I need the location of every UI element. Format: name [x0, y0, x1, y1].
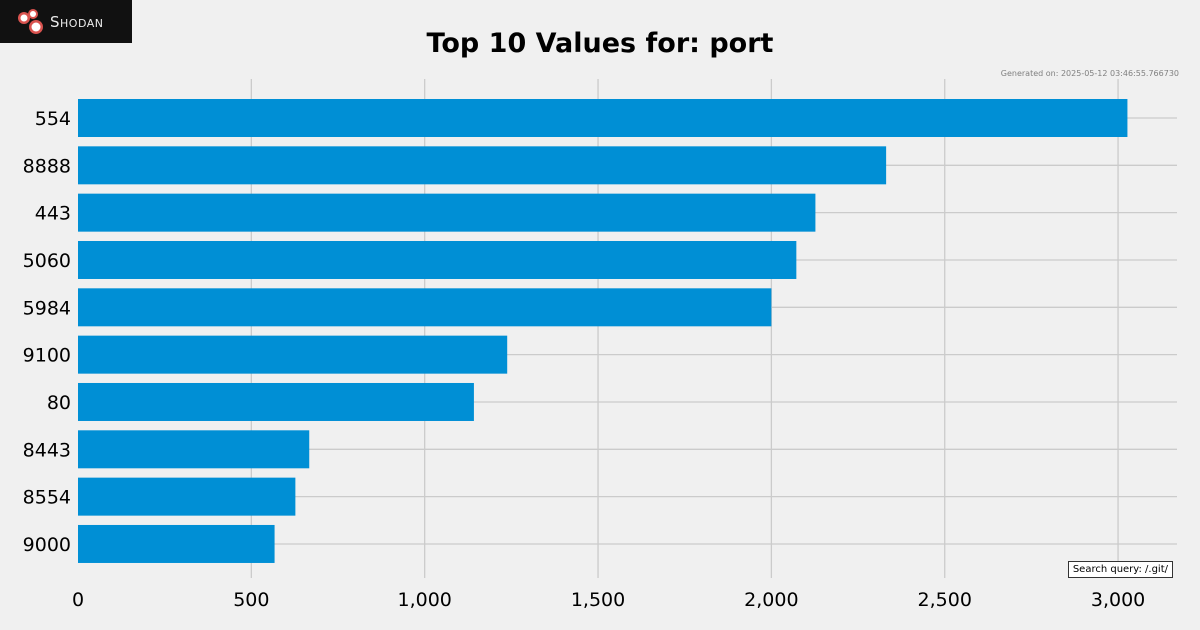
category-label-8554: 8554	[23, 487, 71, 509]
generated-timestamp: Generated on: 2025-05-12 03:46:55.766730	[1000, 69, 1179, 78]
bar-8443	[78, 430, 310, 469]
x-tick-label: 1,000	[397, 589, 451, 611]
category-labels: 554 8888 443 5060 5984 9100 80 8443 8554 9000	[23, 108, 71, 556]
search-query-box: Search query: /.git/	[1067, 561, 1173, 578]
bar-5984	[78, 288, 772, 327]
x-tick-label: 3,000	[1091, 589, 1145, 611]
category-label-9100: 9100	[23, 345, 71, 367]
chart-title: Top 10 Values for: port	[426, 28, 774, 59]
category-label-5060: 5060	[23, 250, 71, 272]
bar-5060	[78, 240, 797, 279]
x-tick-label: 2,000	[744, 589, 798, 611]
x-tick-label: 1,500	[571, 589, 625, 611]
x-tick-label: 2,500	[918, 589, 972, 611]
category-label-80: 80	[47, 392, 71, 414]
category-label-8888: 8888	[23, 155, 71, 177]
category-label-8443: 8443	[23, 439, 71, 461]
bar-554	[78, 99, 1128, 137]
category-label-443: 443	[35, 203, 71, 225]
category-label-5984: 5984	[23, 297, 71, 319]
shodan-logo[interactable]: Shodan	[0, 0, 132, 43]
shodan-logo-icon	[18, 8, 43, 34]
logo-text: Shodan	[50, 12, 104, 31]
bar-80	[78, 382, 474, 421]
category-label-9000: 9000	[23, 534, 71, 556]
x-tick-label: 0	[72, 589, 84, 611]
bar-8554	[78, 477, 296, 516]
bars	[78, 99, 1128, 563]
x-tick-label: 500	[233, 589, 269, 611]
bar-8888	[78, 146, 887, 185]
bar-9100	[78, 335, 508, 374]
category-label-554: 554	[35, 108, 71, 130]
x-tick-labels: 0 500 1,000 1,500 2,000 2,500 3,000	[72, 589, 1145, 611]
bar-9000	[78, 524, 275, 563]
bar-443	[78, 193, 816, 232]
